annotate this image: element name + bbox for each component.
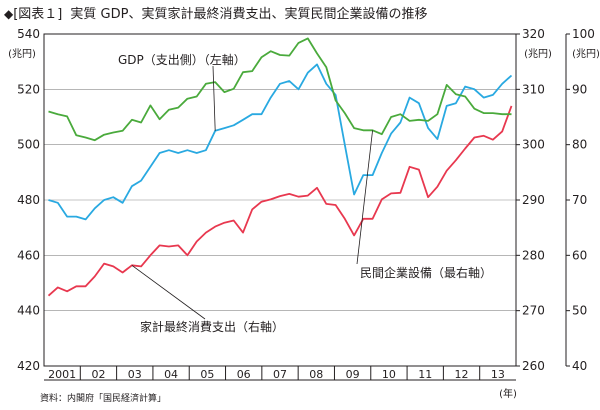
right-tick-label: 320 bbox=[522, 27, 545, 41]
right-tick-label: 260 bbox=[522, 359, 545, 373]
left-tick-label: 500 bbox=[17, 138, 40, 152]
x-tick-label: 02 bbox=[91, 368, 105, 381]
x-tick-label: 10 bbox=[382, 368, 396, 381]
far-right-tick-label: 100 bbox=[572, 27, 595, 41]
left-tick-label: 540 bbox=[17, 27, 40, 41]
annotations: GDP（支出側）（左軸） 民間企業設備（最右軸） 家計最終消費支出（右軸） bbox=[118, 52, 492, 334]
right-tick-label: 280 bbox=[522, 248, 545, 262]
annotation-leader bbox=[356, 130, 373, 265]
left-tick-label: 460 bbox=[17, 248, 40, 262]
right-axis-unit: (兆円) bbox=[524, 48, 552, 60]
far-right-tick-label: 90 bbox=[572, 82, 587, 96]
left-tick-label: 520 bbox=[17, 82, 40, 96]
figure-tag: [図表１] bbox=[13, 7, 63, 22]
annotation-label: 民間企業設備（最右軸） bbox=[360, 265, 492, 280]
grid-lines bbox=[44, 89, 516, 311]
x-tick-label: 12 bbox=[455, 368, 469, 381]
left-tick-label: 480 bbox=[17, 193, 40, 207]
title-text: 実質 GDP、実質家計最終消費支出、実質民間企業設備の推移 bbox=[70, 7, 428, 22]
source-note: 資料：内閣府「国民経済計算」 bbox=[40, 394, 167, 404]
series-line-3 bbox=[48, 37, 512, 142]
annotation-label: GDP（支出側）（左軸） bbox=[118, 52, 246, 67]
plot-frame bbox=[43, 33, 517, 367]
series-lines bbox=[47, 37, 513, 297]
annotation-leader bbox=[212, 65, 216, 131]
chart-title: ◆[図表１] 実質 GDP、実質家計最終消費支出、実質民間企業設備の推移 bbox=[4, 3, 427, 22]
series-line-1 bbox=[48, 63, 513, 221]
x-axis-unit: (年) bbox=[499, 387, 517, 400]
left-axis-ticks: 420 440 460 480 500 520 540 bbox=[17, 27, 40, 373]
x-tick-label: 08 bbox=[309, 368, 323, 381]
far-right-tick-label: 60 bbox=[572, 248, 587, 262]
right-tick-label: 310 bbox=[522, 82, 545, 96]
far-right-tick-label: 40 bbox=[572, 359, 587, 373]
x-tick-label: 03 bbox=[128, 368, 142, 381]
far-right-axis-ticks: 40 50 60 70 80 90 100 bbox=[565, 27, 595, 373]
x-tick-label: 13 bbox=[491, 368, 505, 381]
x-axis-ticks: 2001 02 03 04 05 06 07 08 09 10 11 12 13 bbox=[44, 366, 516, 381]
far-right-tick-label: 70 bbox=[572, 193, 587, 207]
far-right-tick-label: 80 bbox=[572, 138, 587, 152]
x-tick-label: 07 bbox=[273, 368, 287, 381]
annotation-label: 家計最終消費支出（右軸） bbox=[140, 319, 284, 334]
far-right-tick-label: 50 bbox=[572, 304, 587, 318]
left-tick-label: 420 bbox=[17, 359, 40, 373]
right-tick-label: 270 bbox=[522, 304, 545, 318]
x-tick-label: 06 bbox=[237, 368, 251, 381]
right-tick-label: 290 bbox=[522, 193, 545, 207]
left-tick-label: 440 bbox=[17, 304, 40, 318]
x-tick-label: 09 bbox=[346, 368, 360, 381]
x-tick-label: 05 bbox=[200, 368, 214, 381]
left-axis-unit: (兆円) bbox=[8, 48, 36, 60]
x-tick-label: 11 bbox=[418, 368, 432, 381]
right-tick-label: 300 bbox=[522, 138, 545, 152]
x-tick-label: 2001 bbox=[48, 368, 76, 381]
right-axis-ticks: 260 270 280 290 300 310 320 bbox=[516, 27, 545, 373]
far-right-axis-unit: (兆円) bbox=[572, 48, 600, 60]
diamond-icon: ◆ bbox=[4, 7, 14, 21]
series-line-2 bbox=[47, 105, 513, 297]
x-tick-label: 04 bbox=[164, 368, 178, 381]
annotation-leader bbox=[131, 264, 206, 320]
